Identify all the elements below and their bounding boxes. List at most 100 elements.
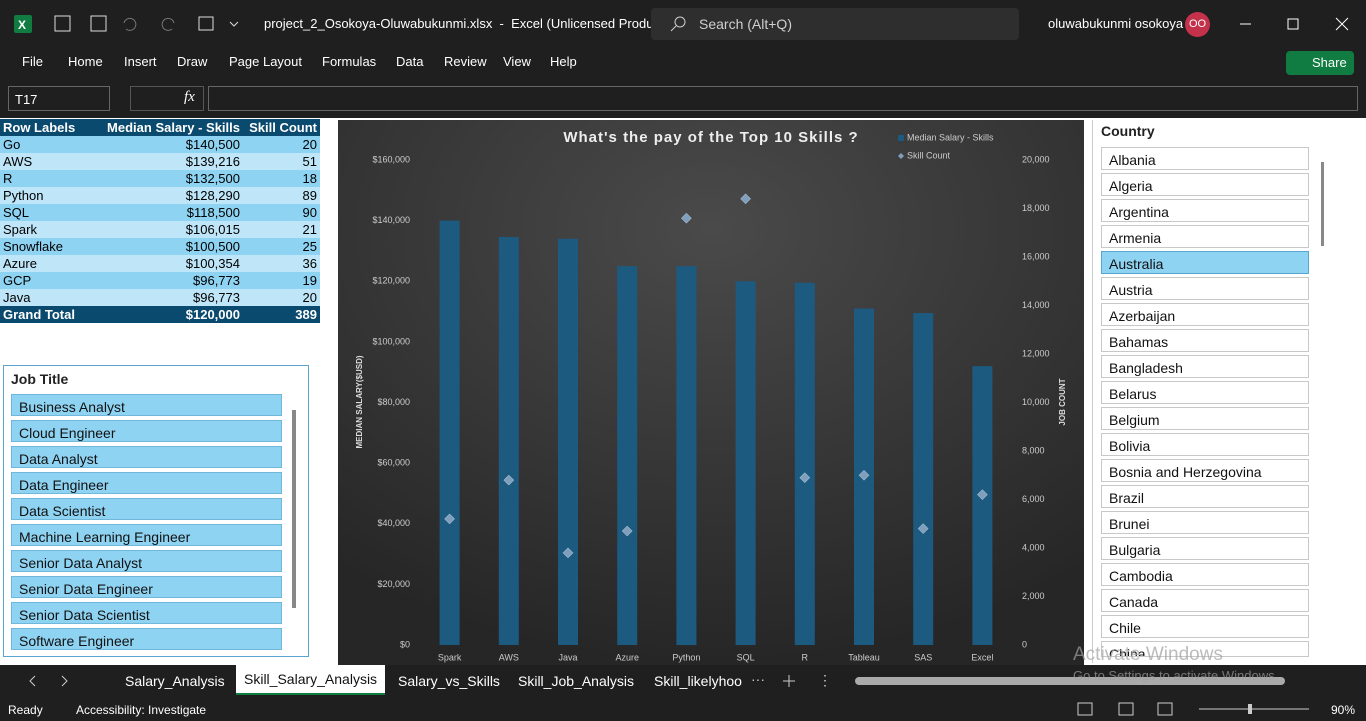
bar xyxy=(558,238,578,645)
ribbon-tab[interactable]: Page Layout xyxy=(229,54,303,69)
formula-input[interactable] xyxy=(208,86,1358,111)
slicer-item[interactable]: Brazil xyxy=(1101,485,1309,508)
ribbon-tab[interactable]: Help xyxy=(550,54,577,69)
y2-tick-label: 18,000 xyxy=(1022,203,1050,213)
slicer-item[interactable]: Bangladesh xyxy=(1101,355,1309,378)
slicer-item[interactable]: Azerbaijan xyxy=(1101,303,1309,326)
slicer-item[interactable]: Bosnia and Herzegovina xyxy=(1101,459,1309,482)
slicer-item[interactable]: Belgium xyxy=(1101,407,1309,430)
zoom-thumb[interactable] xyxy=(1248,704,1252,714)
undo-icon[interactable] xyxy=(123,17,137,31)
marker xyxy=(444,513,455,525)
window-controls xyxy=(1240,17,1349,31)
restore[interactable] xyxy=(1287,18,1299,30)
scrollbar[interactable] xyxy=(1321,162,1324,246)
slicer-item[interactable]: Cloud Engineer xyxy=(11,420,282,442)
slicer-item[interactable]: Austria xyxy=(1101,277,1309,300)
ribbon-tab[interactable]: File xyxy=(22,54,43,69)
add-sheet[interactable] xyxy=(783,675,795,687)
y-tick-label: $60,000 xyxy=(377,458,410,468)
slicer-item[interactable]: Business Analyst xyxy=(11,394,282,416)
autosave-icon[interactable] xyxy=(54,15,71,32)
slicer-item[interactable]: Senior Data Analyst xyxy=(11,550,282,572)
slicer-item[interactable]: Software Engineer xyxy=(11,628,282,650)
sheet-menu[interactable]: ⋮ xyxy=(818,672,832,688)
y2-tick-label: 4,000 xyxy=(1022,542,1045,552)
redo-icon[interactable] xyxy=(161,17,175,31)
cell: GCP xyxy=(3,273,32,288)
marker xyxy=(799,472,811,484)
ribbon-tab[interactable]: Data xyxy=(396,54,424,69)
sheet-tab[interactable]: Skill_likelyhoo xyxy=(654,673,742,689)
close[interactable] xyxy=(1335,17,1349,31)
sheet-tab[interactable]: Skill_Job_Analysis xyxy=(518,673,634,689)
slicer-item[interactable]: Machine Learning Engineer xyxy=(11,524,282,546)
slicer-item[interactable]: Data Engineer xyxy=(11,472,282,494)
insert-function[interactable]: fx xyxy=(184,89,195,105)
slicer-item[interactable]: Algeria xyxy=(1101,173,1309,196)
slicer-item[interactable]: Bahamas xyxy=(1101,329,1309,352)
y2-tick-label: 8,000 xyxy=(1022,445,1045,455)
slicer-item[interactable]: Brunei xyxy=(1101,511,1309,534)
accessibility[interactable]: Accessibility: Investigate xyxy=(76,703,207,717)
sheet-tab[interactable]: Skill_Salary_Analysis xyxy=(236,665,386,695)
cell: Median Salary - Skills xyxy=(107,120,240,135)
pivot-row: AWS $139,216 51 xyxy=(0,153,320,170)
name-box[interactable]: T17 xyxy=(8,86,110,111)
ribbon-tab[interactable]: Insert xyxy=(124,54,157,69)
slicer-item[interactable]: Canada xyxy=(1101,589,1309,612)
country-slicer: Country Albania Algeria Argentina Armenia Au… xyxy=(1092,120,1342,663)
status-bar: Ready Accessibility: Investigate 90% xyxy=(0,697,1366,721)
prev-sheet[interactable] xyxy=(29,675,36,687)
watermark-subtitle: Go to Settings to activate Windows. xyxy=(1073,668,1279,683)
ribbon-tab[interactable]: Review xyxy=(444,54,487,69)
slicer-item[interactable]: Chile xyxy=(1101,615,1309,638)
x-tick-label: Azure xyxy=(615,652,639,662)
slicer-item[interactable]: Senior Data Scientist xyxy=(11,602,282,624)
sheet-tab[interactable]: Salary_vs_Skills xyxy=(398,673,500,689)
slicer-item[interactable]: Bulgaria xyxy=(1101,537,1309,560)
pivot-row: GCP $96,773 19 xyxy=(0,272,320,289)
h-scroll-thumb[interactable] xyxy=(855,677,1285,685)
slicer-item[interactable]: Data Scientist xyxy=(11,498,282,520)
page-break-view[interactable] xyxy=(1157,702,1173,716)
slicer-item[interactable]: China xyxy=(1101,641,1309,657)
user-name[interactable]: oluwabukunmi osokoya xyxy=(1048,16,1184,31)
form-icon[interactable] xyxy=(198,16,214,31)
ribbon-tab[interactable]: Home xyxy=(68,54,103,69)
slicer-item[interactable]: Senior Data Engineer xyxy=(11,576,282,598)
pivot-row: Java $96,773 20 xyxy=(0,289,320,306)
normal-view[interactable] xyxy=(1077,702,1093,716)
slicer-item[interactable]: Belarus xyxy=(1101,381,1309,404)
customize-icon[interactable] xyxy=(229,21,239,27)
slicer-item[interactable]: Cambodia xyxy=(1101,563,1309,586)
more-sheets[interactable]: ··· xyxy=(751,671,765,687)
zoom-level[interactable]: 90% xyxy=(1331,703,1356,717)
page-layout-view[interactable] xyxy=(1118,702,1134,716)
sheet-tab[interactable]: Salary_Analysis xyxy=(125,673,225,689)
slicer-item[interactable]: Bolivia xyxy=(1101,433,1309,456)
sheet-tabs-bar: ··· ⋮ Salary_Analysis Skill_Salary_Analysi… xyxy=(0,665,1366,697)
bar xyxy=(972,366,993,645)
cell: 89 xyxy=(302,188,317,203)
ribbon-tab[interactable]: Draw xyxy=(177,54,208,69)
search-box[interactable]: Search (Alt+Q) xyxy=(651,8,1019,40)
slicer-item[interactable]: Argentina xyxy=(1101,199,1309,222)
cell: 20 xyxy=(302,290,317,305)
slicer-item[interactable]: Albania xyxy=(1101,147,1309,170)
title-bar: X project_2_Osokoya-Oluwabukunmi.xlsx - … xyxy=(0,0,1366,118)
cell: Snowflake xyxy=(3,239,63,254)
save-icon[interactable] xyxy=(90,15,107,32)
ribbon-tab[interactable]: View xyxy=(503,54,531,69)
chart: What's the pay of the Top 10 Skills ? ME… xyxy=(338,120,1084,665)
user-avatar[interactable]: OO xyxy=(1185,12,1210,37)
slicer-item[interactable]: Armenia xyxy=(1101,225,1309,248)
ribbon-tab[interactable]: Formulas xyxy=(322,54,377,69)
scrollbar[interactable] xyxy=(292,410,296,608)
slicer-item[interactable]: Australia xyxy=(1101,251,1309,274)
y-tick-label: $140,000 xyxy=(372,215,410,225)
share-button[interactable]: Share xyxy=(1286,51,1354,75)
slicer-item[interactable]: Data Analyst xyxy=(11,446,282,468)
next-sheet[interactable] xyxy=(61,675,68,687)
y2-axis-title: JOB COUNT xyxy=(1058,378,1067,425)
